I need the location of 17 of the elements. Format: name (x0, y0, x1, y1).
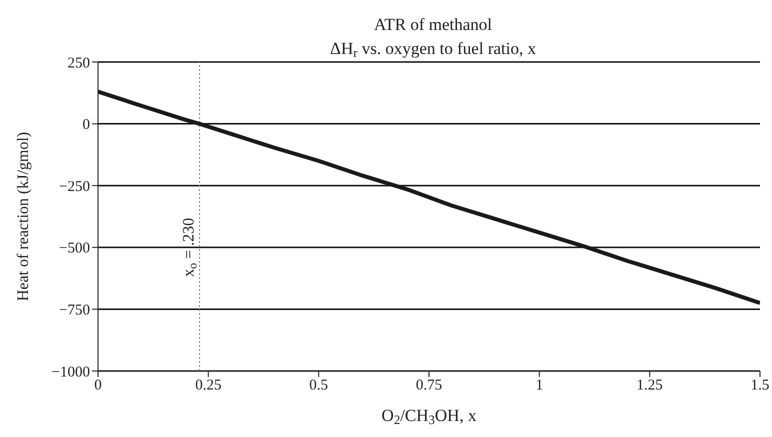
chart-title: ATR of methanol (374, 15, 492, 34)
y-tick-label: 250 (68, 55, 90, 72)
x-tick-label: 0 (94, 378, 102, 394)
x-tick-label: 1 (536, 378, 544, 394)
y-tick-label: −250 (59, 178, 90, 195)
x-tick-label: 0.75 (416, 378, 442, 394)
chart-subtitle: ΔH$_{r}$ vs. oxygen to fuel ratio, x (330, 39, 536, 60)
y-tick-label: −1000 (52, 364, 90, 380)
x-tick-label: 0.25 (195, 378, 222, 394)
x-tick-label: 1.25 (636, 378, 663, 394)
y-tick-label: −500 (59, 240, 90, 257)
x-tick-label: 1.5 (750, 378, 770, 394)
y-tick-label: −750 (59, 302, 90, 319)
x-tick-label: 0.5 (309, 378, 328, 394)
y-axis-title: Heat of reaction (kJ/gmol) (15, 132, 32, 302)
x-axis-title: O$_{2}$/CH$_{3}$OH, x (382, 406, 477, 428)
y-tick-label: 0 (82, 117, 90, 134)
